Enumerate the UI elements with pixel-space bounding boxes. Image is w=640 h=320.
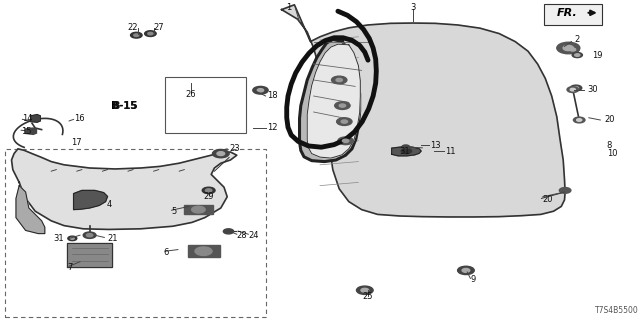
Text: 5: 5 [172,207,177,216]
Bar [5,149,266,317]
Text: 30: 30 [588,85,598,94]
Text: 21: 21 [108,234,118,243]
Text: 6: 6 [163,248,168,257]
Circle shape [70,237,74,239]
Text: B-15: B-15 [113,100,137,111]
Text: 27: 27 [154,23,164,32]
Circle shape [192,206,205,213]
Circle shape [570,85,582,91]
Circle shape [462,268,470,272]
Text: 11: 11 [445,148,455,156]
Circle shape [361,288,369,292]
Text: 8: 8 [607,141,612,150]
Circle shape [336,78,342,82]
Circle shape [401,148,412,154]
Bar [184,205,212,214]
Polygon shape [16,186,45,234]
Circle shape [557,42,580,54]
Text: 15: 15 [21,127,31,136]
Circle shape [195,247,212,255]
Circle shape [253,86,268,94]
Circle shape [570,88,575,91]
Circle shape [332,76,347,84]
Circle shape [83,232,96,238]
Circle shape [339,104,346,107]
Circle shape [342,139,349,142]
Polygon shape [12,149,237,229]
Circle shape [570,48,576,51]
Circle shape [458,266,474,275]
Circle shape [223,229,234,234]
Polygon shape [300,39,360,162]
Text: 18: 18 [268,92,278,100]
Text: 24: 24 [248,231,259,240]
Text: 23: 23 [229,144,240,153]
Text: 31: 31 [399,148,410,156]
Circle shape [575,54,580,56]
Text: 10: 10 [607,149,617,158]
Circle shape [205,189,212,192]
Text: 3: 3 [410,4,415,12]
Text: 31: 31 [53,234,64,243]
Circle shape [567,87,579,92]
Circle shape [559,188,571,193]
Text: 2: 2 [575,36,580,44]
Circle shape [217,152,225,156]
Text: 25: 25 [363,292,373,301]
Circle shape [86,234,93,237]
Circle shape [402,145,410,149]
Circle shape [341,120,348,123]
Text: 26: 26 [186,90,196,99]
Circle shape [134,34,139,36]
Circle shape [577,119,582,121]
Text: 19: 19 [592,52,602,60]
Circle shape [563,45,573,51]
Polygon shape [74,190,108,210]
Bar [188,245,220,257]
Bar [165,77,246,133]
Text: 9: 9 [470,275,476,284]
Circle shape [145,31,156,36]
Bar [544,4,602,25]
Circle shape [335,102,350,109]
Text: 14: 14 [22,114,33,123]
Polygon shape [282,5,565,217]
Text: 17: 17 [72,138,82,147]
Circle shape [212,149,229,158]
Circle shape [573,87,579,89]
Polygon shape [31,115,40,122]
Circle shape [573,117,585,123]
Text: 7: 7 [67,263,72,272]
Text: 1: 1 [286,4,291,12]
Circle shape [337,118,352,125]
Text: FR.: FR. [557,8,577,18]
Circle shape [572,52,582,58]
Circle shape [148,32,153,35]
Circle shape [338,137,353,145]
Text: 20: 20 [543,195,553,204]
Text: 20: 20 [605,116,615,124]
Text: 16: 16 [74,114,84,123]
Circle shape [131,32,142,38]
Circle shape [202,187,215,194]
Circle shape [68,236,77,241]
Text: 13: 13 [430,141,441,150]
Text: 12: 12 [268,124,278,132]
Circle shape [356,286,373,294]
Polygon shape [67,243,112,267]
Polygon shape [392,147,421,156]
Circle shape [566,46,579,53]
Text: 28: 28 [237,231,248,240]
Text: 4: 4 [107,200,112,209]
Text: 22: 22 [127,23,138,32]
Text: T7S4B5500: T7S4B5500 [595,306,639,315]
Text: 29: 29 [204,192,214,201]
Polygon shape [26,128,36,134]
Text: B-15: B-15 [111,100,138,111]
Circle shape [257,89,264,92]
Polygon shape [307,44,360,158]
